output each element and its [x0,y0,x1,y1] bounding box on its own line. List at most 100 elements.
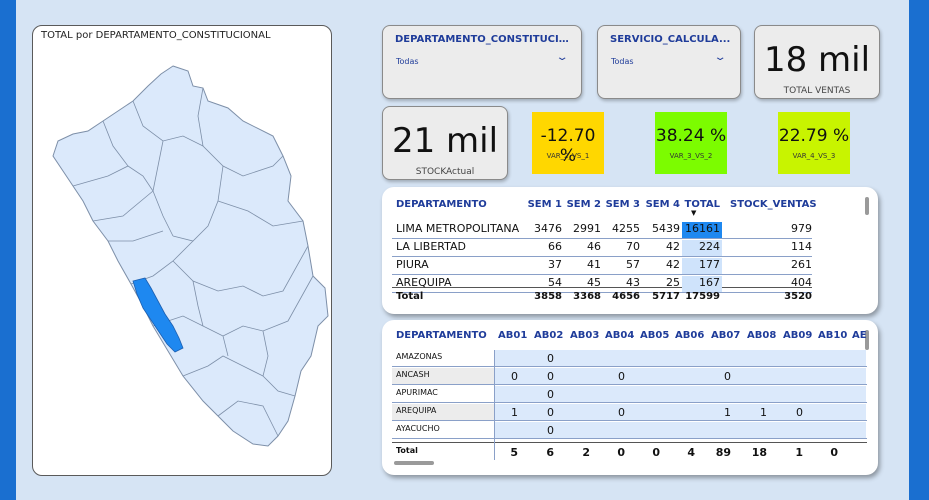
row-divider [392,438,867,439]
peru-map[interactable] [33,26,333,477]
row-label: AREQUIPA [396,406,437,415]
table-cell: 0 [547,352,554,365]
horizontal-scrollbar[interactable] [394,461,434,465]
col-header-sem4[interactable]: SEM 4 [645,199,680,210]
total-cell: 6 [546,446,554,459]
row-divider [392,274,812,275]
total-cell: 17599 [685,291,720,302]
row-divider [392,238,812,239]
total-cell-bg [682,276,722,292]
col-header-total[interactable]: TOTAL [684,199,720,210]
peru-region-outline[interactable] [52,65,329,447]
vertical-scrollbar[interactable] [865,197,869,215]
kpi-stock-actual: 21 mil STOCKActual [382,106,508,180]
table-cell: 43 [626,276,640,289]
table-cell: 45 [587,276,601,289]
table-cell: 42 [666,240,680,253]
col-header-sem2[interactable]: SEM 2 [566,199,601,210]
col-header-code[interactable]: AB09 [783,330,813,341]
total-cell: 5717 [652,291,680,302]
row-label: APURIMAC [396,388,438,397]
table-cell: 37 [548,258,562,271]
table-cell: 41 [587,258,601,271]
row-divider [392,402,867,403]
total-cell-bg [682,258,722,274]
row-background [494,350,866,366]
slicer-departamento-value[interactable]: Todas [396,57,419,66]
col-header-stock-ventas[interactable]: STOCK_VENTAS [730,199,817,210]
slicer-servicio[interactable]: SERVICIO_CALCULA... Todas ⌄ [597,25,741,99]
col-header-code[interactable]: AB01 [498,330,528,341]
slicer-departamento[interactable]: DEPARTAMENTO_CONSTITUCIO... Todas ⌄ [382,25,582,99]
col-header-code[interactable]: AB04 [605,330,635,341]
chevron-down-icon[interactable]: ⌄ [713,52,727,63]
total-cell: 5 [510,446,518,459]
var-3-vs-2-value: 38.24 % [655,126,727,146]
row-label: ANCASH [396,370,430,379]
col-header-code[interactable]: AB03 [570,330,600,341]
table-cell: 979 [791,222,812,235]
table-cell: 167 [699,276,720,289]
slicer-servicio-value[interactable]: Todas [611,57,634,66]
col-header-code[interactable]: AE [852,330,867,341]
table-cell: 70 [626,240,640,253]
col-header-sem3[interactable]: SEM 3 [605,199,640,210]
col-header-sem1[interactable]: SEM 1 [527,199,562,210]
row-label-background [392,404,494,420]
table-cell: 404 [791,276,812,289]
table-cell: 3476 [534,222,562,235]
chevron-down-icon[interactable]: ⌄ [555,52,569,63]
total-cell: 3520 [784,291,812,302]
total-cell: 18 [751,446,767,459]
lima-region-highlight[interactable] [132,277,184,353]
table-cell: 0 [547,424,554,437]
column-divider [494,350,495,460]
slicer-departamento-label: DEPARTAMENTO_CONSTITUCIO... [395,34,571,45]
stock-by-code-table[interactable]: DEPARTAMENTO AB01 AB02 AB03 AB04 AB05 AB06 AB07… [382,320,878,475]
table-cell: 42 [666,258,680,271]
total-cell: 4 [687,446,695,459]
table-cell: 25 [666,276,680,289]
col-header-departamento[interactable]: DEPARTAMENTO [396,199,487,210]
table-cell: 1 [511,406,518,419]
vertical-scrollbar[interactable] [865,330,869,350]
table-cell: 46 [587,240,601,253]
total-separator [392,442,867,443]
col-header-code[interactable]: AB10 [818,330,848,341]
table-cell: 0 [547,388,554,401]
col-header-code[interactable]: AB08 [747,330,777,341]
sales-by-week-table[interactable]: DEPARTAMENTO SEM 1 SEM 2 SEM 3 SEM 4 TOT… [382,187,878,314]
var-4-vs-3-card: 22.79 % VAR_4_VS_3 [778,112,850,174]
row-divider [392,366,867,367]
table-cell: 16161 [685,222,720,235]
row-background [494,422,866,438]
var-3-vs-2-card: 38.24 % VAR_3_VS_2 [655,112,727,174]
kpi-stock-actual-value: 21 mil [391,121,499,161]
row-background [494,368,866,384]
total-cell: 0 [617,446,625,459]
table-cell: 57 [626,258,640,271]
map-visual[interactable]: TOTAL por DEPARTAMENTO_CONSTITUCIONAL [32,25,332,476]
sort-desc-icon[interactable]: ▼ [691,209,697,217]
row-label: LA LIBERTAD [396,240,466,253]
table-cell: 0 [547,406,554,419]
col-header-code[interactable]: AB06 [675,330,705,341]
total-cell: 89 [715,446,731,459]
var-4-vs-3-value: 22.79 % [778,126,850,146]
col-header-code[interactable]: AB05 [640,330,670,341]
total-cell: 0 [830,446,838,459]
col-header-code[interactable]: AB07 [711,330,741,341]
table-cell: 224 [699,240,720,253]
kpi-total-ventas: 18 mil TOTAL VENTAS [754,25,880,99]
row-background [494,404,866,420]
var-2-vs-1-value: -12.70 % [540,126,596,166]
total-label: Total [396,291,424,302]
col-header-departamento[interactable]: DEPARTAMENTO [396,330,487,341]
row-label-background [392,350,494,366]
row-background [494,386,866,402]
total-cell: 0 [652,446,660,459]
total-cell: 3368 [573,291,601,302]
table-cell: 2991 [573,222,601,235]
row-label-background [392,368,494,384]
col-header-code[interactable]: AB02 [534,330,564,341]
